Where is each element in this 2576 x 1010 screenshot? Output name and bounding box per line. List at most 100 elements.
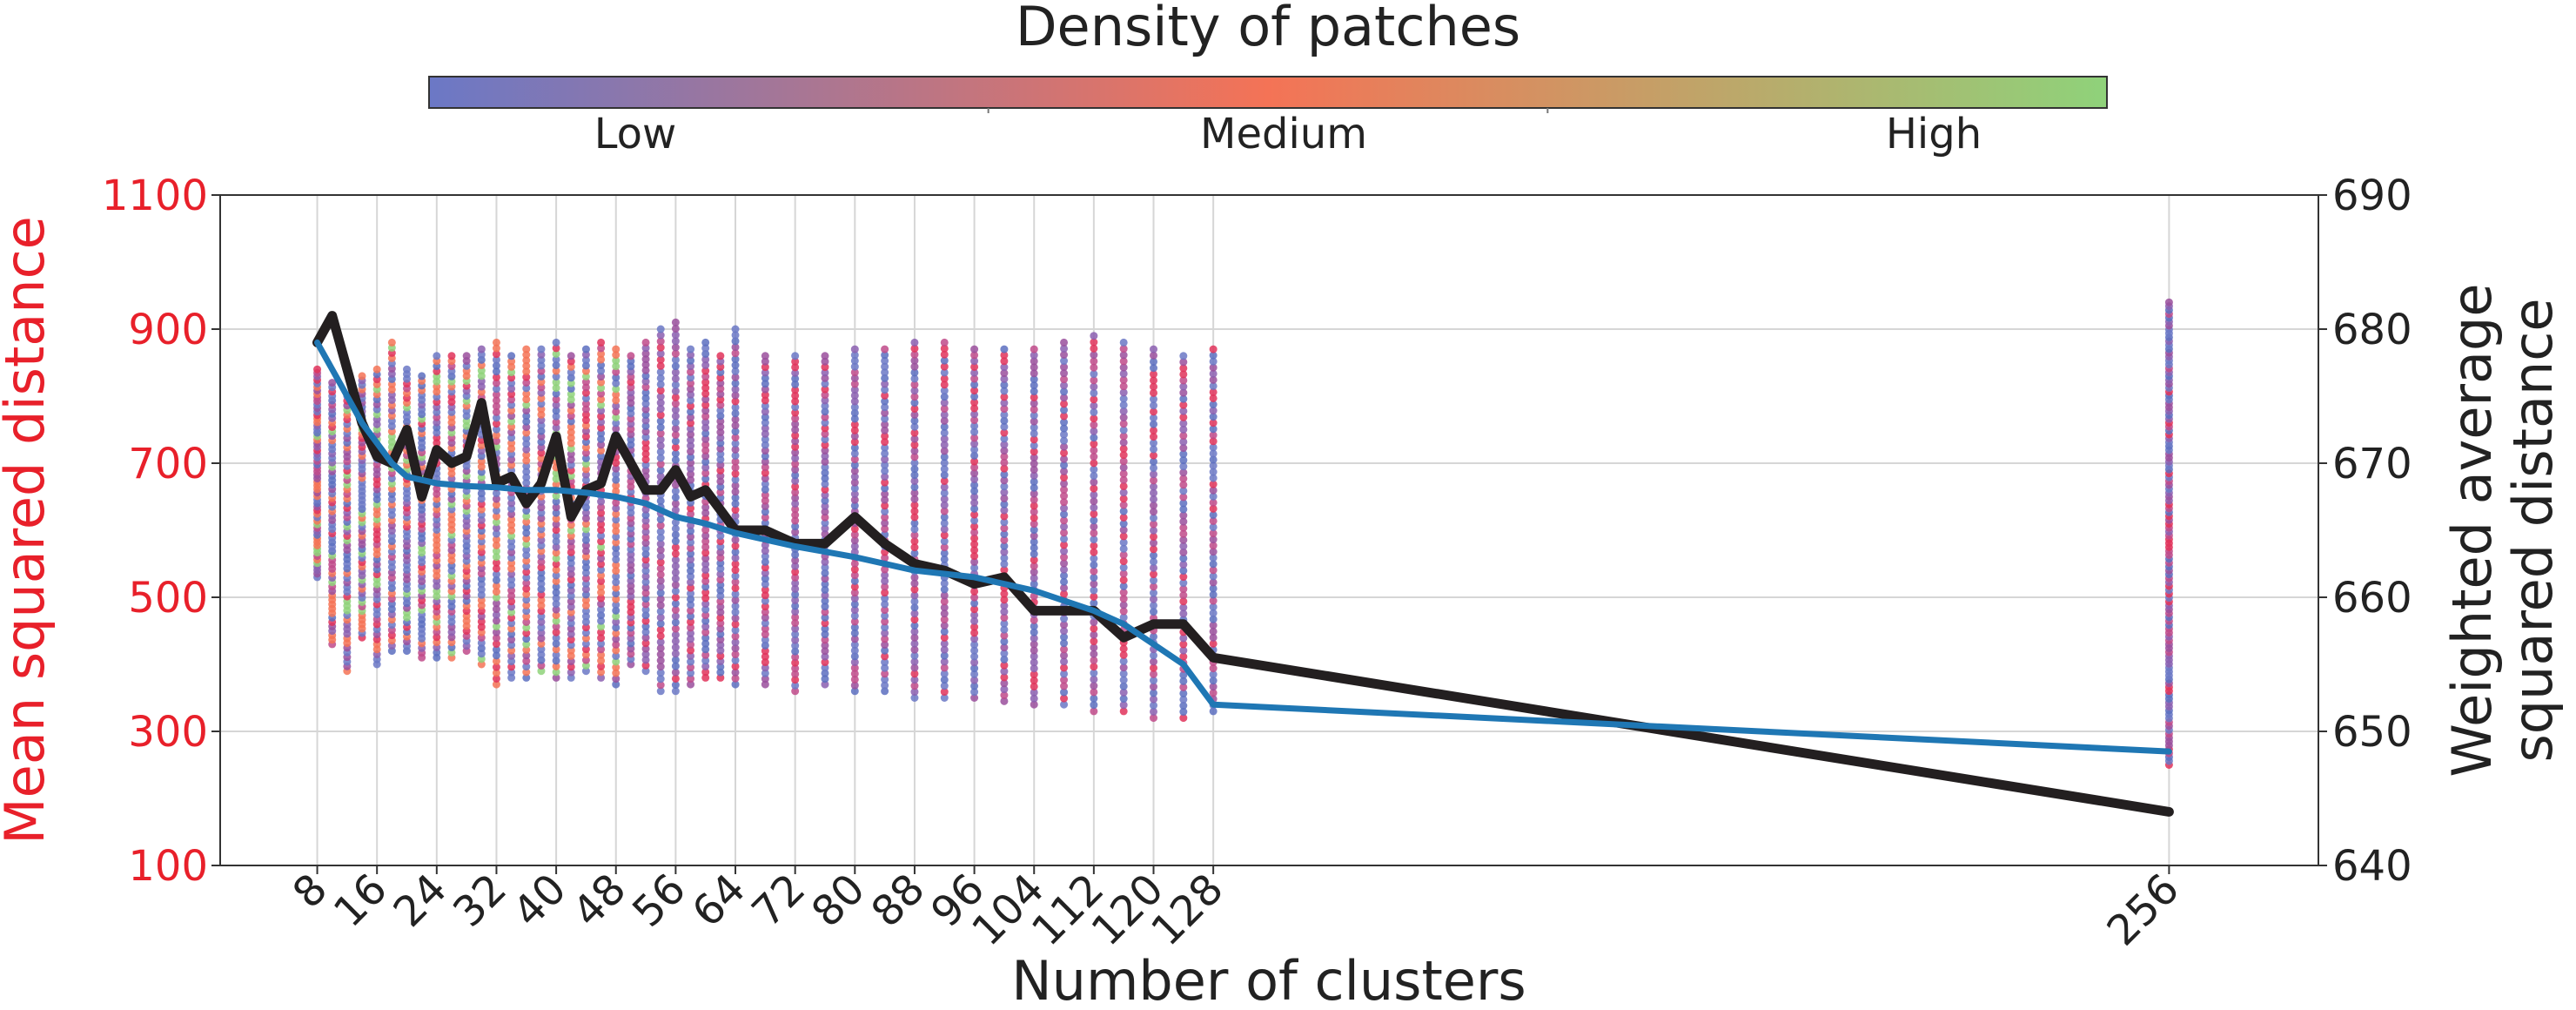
scatter-point [507, 422, 516, 431]
scatter-point [881, 473, 889, 481]
scatter-point [1119, 382, 1128, 391]
scatter-point [791, 647, 800, 656]
scatter-point [1030, 471, 1038, 480]
scatter-point [492, 553, 500, 562]
scatter-point [761, 485, 769, 494]
scatter-point [1030, 423, 1038, 432]
scatter-point [1060, 375, 1069, 384]
scatter-point [1090, 427, 1098, 435]
scatter-point [641, 421, 650, 430]
scatter-point [687, 629, 695, 637]
scatter-point [731, 650, 740, 659]
scatter-point [970, 410, 979, 419]
scatter-point [581, 542, 590, 550]
scatter-point [671, 587, 680, 596]
scatter-point [701, 531, 710, 540]
scatter-point [850, 576, 859, 585]
scatter-point [522, 468, 531, 476]
scatter-point [1119, 507, 1128, 515]
scatter-point [492, 593, 500, 602]
scatter-point [1000, 535, 1009, 544]
scatter-point [597, 668, 606, 677]
scatter-point [761, 652, 769, 661]
scatter-point [1030, 411, 1038, 420]
scatter-point [1060, 663, 1069, 672]
scatter-point [701, 611, 710, 620]
scatter-point [1030, 387, 1038, 396]
scatter-point [522, 612, 531, 621]
scatter-point [358, 372, 366, 380]
scatter-point [522, 434, 531, 442]
scatter-point [597, 389, 606, 398]
scatter-point [1150, 545, 1158, 554]
scatter-point [507, 450, 516, 459]
scatter-point [701, 367, 710, 375]
scatter-point [507, 352, 516, 360]
scatter-point [761, 396, 769, 405]
scatter-point [597, 639, 606, 648]
scatter-point [701, 594, 710, 603]
scatter-point [1119, 432, 1128, 441]
scatter-point [1090, 656, 1098, 664]
scatter-point [581, 552, 590, 561]
scatter-point [791, 584, 800, 593]
scatter-point [731, 349, 740, 358]
scatter-point [716, 422, 725, 431]
scatter-point [701, 549, 710, 557]
scatter-point [567, 569, 575, 578]
scatter-point [552, 423, 560, 432]
scatter-point [1090, 592, 1098, 601]
scatter-point [821, 624, 829, 633]
scatter-point [701, 656, 710, 665]
scatter-point [612, 521, 621, 529]
scatter-point [821, 641, 829, 650]
scatter-point [597, 401, 606, 409]
scatter-point [567, 532, 575, 541]
scatter-point [1119, 438, 1128, 447]
scatter-point [1060, 473, 1069, 481]
scatter-point [910, 471, 919, 480]
scatter-point [612, 549, 621, 558]
scatter-point [507, 576, 516, 584]
scatter-point [791, 573, 800, 582]
scatter-point [821, 368, 829, 377]
scatter-point [1030, 351, 1038, 360]
scatter-point [791, 374, 800, 383]
scatter-point [1150, 520, 1158, 529]
scatter-point [687, 640, 695, 649]
scatter-point [1030, 568, 1038, 576]
scatter-point [910, 380, 919, 389]
scatter-point [1030, 465, 1038, 474]
scatter-point [821, 569, 829, 577]
scatter-point [1209, 345, 1218, 354]
scatter-point [701, 338, 710, 347]
scatter-point [1179, 683, 1188, 691]
scatter-point [970, 351, 979, 360]
scatter-point [1150, 695, 1158, 704]
scatter-point [656, 423, 665, 432]
scatter-point [791, 482, 800, 491]
scatter-point [701, 560, 710, 569]
scatter-point [1000, 685, 1009, 694]
scatter-point [850, 414, 859, 423]
scatter-point [881, 670, 889, 678]
scatter-point [492, 529, 500, 538]
scatter-point [731, 445, 740, 454]
scatter-point [552, 589, 560, 597]
scatter-point [1119, 501, 1128, 509]
scatter-point [940, 579, 949, 588]
scatter-point [1000, 506, 1009, 515]
scatter-point [821, 424, 829, 433]
scatter-point [701, 423, 710, 432]
scatter-point [1030, 688, 1038, 697]
scatter-point [387, 338, 396, 347]
scatter-point [791, 653, 800, 662]
scatter-point [1119, 520, 1128, 529]
scatter-point [522, 535, 531, 543]
scatter-point [716, 619, 725, 628]
scatter-point [1119, 607, 1128, 616]
scatter-point [821, 669, 829, 677]
scatter-point [656, 570, 665, 579]
scatter-point [522, 456, 531, 465]
scatter-point [641, 428, 650, 436]
